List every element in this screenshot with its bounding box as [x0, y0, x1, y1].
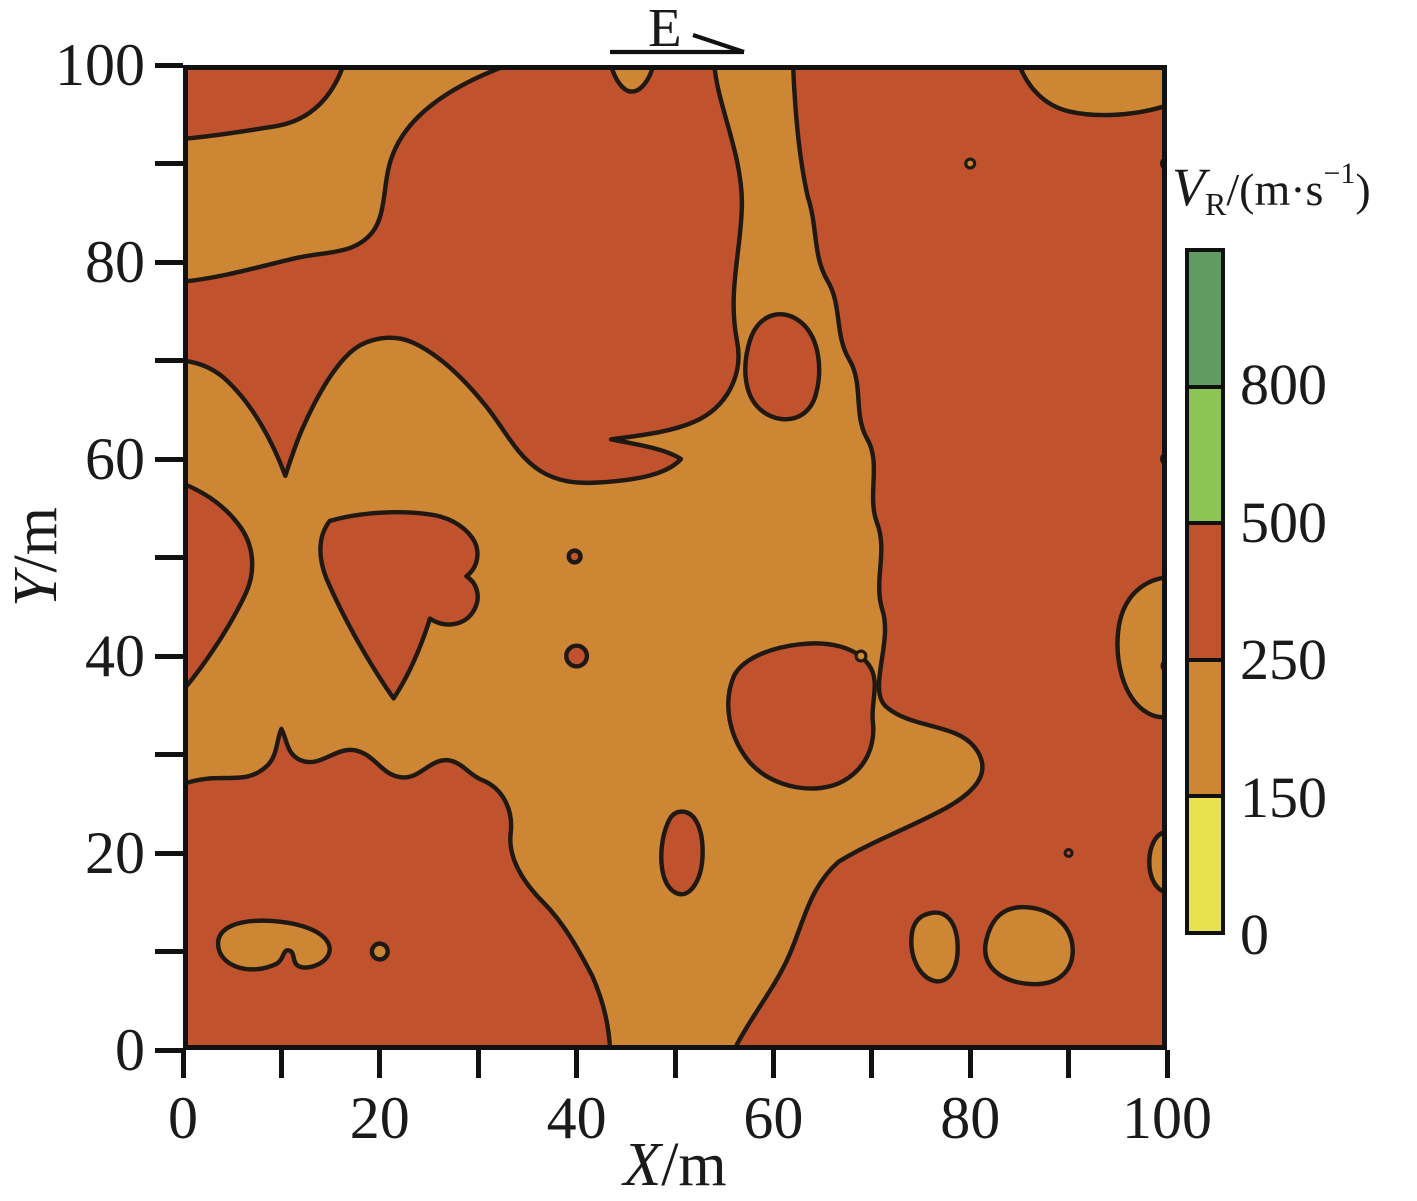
colorbar-title-variable: V: [1172, 157, 1205, 217]
y-minor-tick-10: [155, 949, 183, 954]
contour-region-red-topleft-corner: [183, 65, 346, 142]
e-direction-arrow-icon: [610, 33, 745, 55]
y-tick-label-80: 80: [85, 229, 145, 295]
contour-region-dark-speck-90-20: [1063, 847, 1074, 859]
contour-region-red-bottomleft-mass: [183, 726, 613, 1050]
y-tick-label-100: 100: [55, 32, 145, 98]
x-tick-20: [377, 1050, 383, 1078]
contour-region-orange-speck-80-90: [964, 157, 977, 170]
y-tick-100: [155, 62, 183, 68]
e-direction-label: E: [648, 0, 682, 58]
colorbar-segment-500-800: [1189, 388, 1221, 526]
y-tick-label-20: 20: [85, 820, 145, 886]
contour-region-orange-dot: [369, 941, 390, 962]
contour-region-red-island-upper: [743, 312, 822, 422]
colorbar-label-250: 250: [1240, 627, 1327, 693]
y-tick-60: [155, 456, 183, 462]
contour-region-red-dot-40-40: [564, 643, 590, 669]
x-minor-tick-10: [278, 1050, 284, 1078]
contour-region-red-upperleft-mass: [183, 65, 745, 486]
contour-region-red-center-triangle: [318, 510, 480, 701]
x-tick-label-40: 40: [546, 1085, 607, 1151]
x-tick-label-100: 100: [1122, 1085, 1212, 1151]
colorbar-label-500: 500: [1240, 489, 1327, 555]
contour-region-red-center-lobe: [726, 641, 877, 791]
contour-region-red-right-mass: [731, 65, 1167, 1050]
contour-region-red-dot-40-50: [566, 548, 583, 565]
y-axis-title: Y/m: [2, 507, 70, 607]
y-tick-label-0: 0: [115, 1017, 145, 1083]
x-minor-tick-70: [869, 1050, 875, 1078]
y-tick-80: [155, 259, 183, 265]
y-tick-40: [155, 653, 183, 659]
x-minor-tick-30: [475, 1050, 481, 1078]
x-tick-40: [574, 1050, 580, 1078]
colorbar-title-exponent: −1: [1323, 157, 1356, 190]
contour-region-orange-thumb-blob: [909, 910, 960, 984]
contour-region-orange-speck-in-lobe: [854, 649, 868, 663]
contour-region-red-leftedge-blob: [183, 481, 255, 693]
y-tick-label-60: 60: [85, 426, 145, 492]
y-axis-unit: /m: [2, 507, 70, 573]
x-tick-label-60: 60: [743, 1085, 804, 1151]
y-tick-0: [155, 1047, 183, 1053]
y-minor-tick-30: [155, 752, 183, 757]
colorbar-segment-800+: [1189, 252, 1221, 389]
y-minor-tick-70: [155, 358, 183, 363]
x-tick-label-80: 80: [940, 1085, 1001, 1151]
contour-region-orange-bottom-blob: [982, 904, 1075, 987]
colorbar-segment-250-500: [1189, 525, 1221, 662]
contour-region-orange-rightedge-blob: [1147, 829, 1167, 895]
colorbar-label-150: 150: [1240, 764, 1327, 830]
x-minor-tick-90: [1066, 1050, 1072, 1078]
x-tick-0: [180, 1050, 186, 1078]
contour-region-orange-kidney: [216, 918, 332, 972]
contour-region-red-oval: [659, 809, 705, 897]
x-tick-60: [770, 1050, 776, 1078]
x-minor-tick-50: [672, 1050, 678, 1078]
contour-region-orange-topright-corner: [1017, 65, 1167, 118]
colorbar-title: VR/(m·s−1): [1172, 157, 1371, 222]
y-minor-tick-50: [155, 555, 183, 560]
x-axis-unit: /m: [661, 1131, 727, 1199]
contour-region-orange-rightedge-crescent: [1115, 574, 1167, 720]
x-tick-80: [967, 1050, 973, 1078]
colorbar-title-close: ): [1355, 164, 1371, 215]
contour-region-orange-top-pocket: [608, 65, 656, 94]
x-tick-label-20: 20: [349, 1085, 410, 1151]
colorbar-segment-0-150: [1189, 798, 1221, 931]
colorbar-label-0: 0: [1240, 902, 1269, 967]
colorbar-segment-150-250: [1189, 661, 1221, 799]
colorbar-title-subscript: R: [1205, 186, 1227, 222]
y-tick-20: [155, 850, 183, 856]
contour-region-edge-speck-100-60: [1160, 452, 1167, 466]
colorbar: [1185, 248, 1225, 935]
contour-region-edge-speck-100-39: [1160, 659, 1167, 673]
x-tick-100: [1164, 1050, 1170, 1078]
colorbar-title-unit: /(m·s: [1226, 164, 1324, 215]
colorbar-label-800: 800: [1240, 352, 1327, 418]
y-minor-tick-90: [155, 161, 183, 166]
y-tick-label-40: 40: [85, 623, 145, 689]
x-tick-label-0: 0: [168, 1085, 198, 1151]
x-axis-variable: X: [623, 1131, 662, 1199]
y-axis-variable: Y: [2, 572, 70, 607]
contour-map: [183, 65, 1167, 1050]
contour-region-edge-speck-100-90: [1160, 156, 1167, 171]
x-axis-title: X/m: [623, 1134, 726, 1196]
